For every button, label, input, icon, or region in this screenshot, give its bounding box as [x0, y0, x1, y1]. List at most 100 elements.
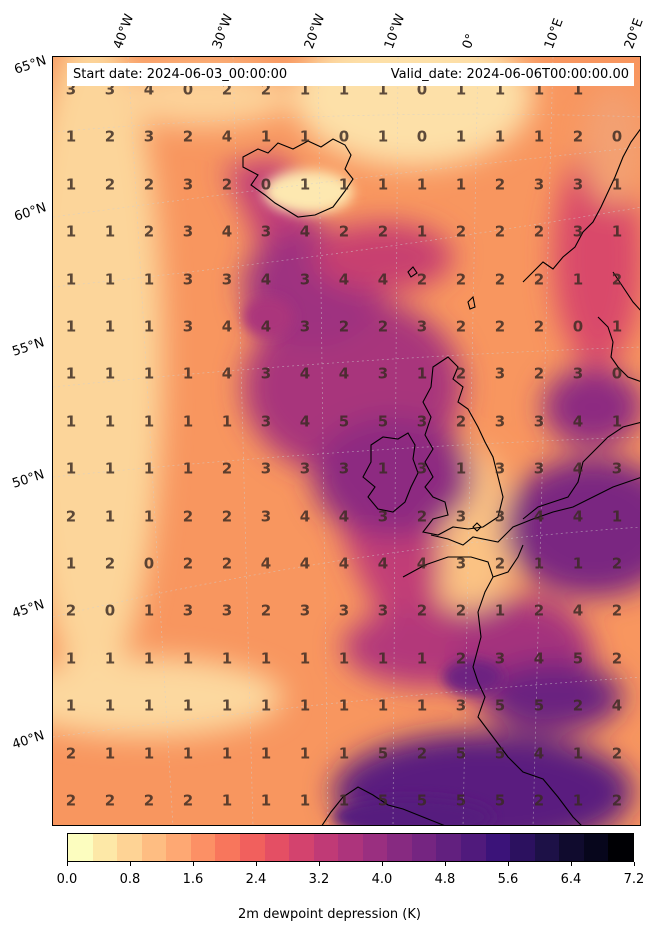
grid-value: 1	[143, 507, 155, 526]
scilly-coast	[472, 522, 482, 532]
grid-value: 0	[572, 317, 584, 336]
grid-value: 2	[455, 601, 467, 620]
grid-value: 1	[572, 80, 584, 99]
grid-value: 1	[104, 696, 116, 715]
grid-value: 1	[494, 601, 506, 620]
grid-value: 4	[260, 554, 272, 573]
grid-value: 3	[143, 127, 155, 146]
grid-value: 2	[221, 507, 233, 526]
colorbar-tickmark	[508, 862, 509, 866]
grid-value: 5	[377, 412, 389, 431]
grid-value: 2	[65, 507, 77, 526]
grid-value: 2	[494, 554, 506, 573]
colorbar	[67, 833, 634, 862]
colorbar-segment	[117, 834, 142, 861]
grid-value: 1	[143, 270, 155, 289]
lat-label-50n: 50°N	[10, 467, 47, 492]
grid-value: 1	[182, 459, 194, 478]
grid-value: 4	[143, 80, 155, 99]
grid-value: 3	[260, 222, 272, 241]
grid-value: 3	[455, 696, 467, 715]
grid-value: 4	[572, 601, 584, 620]
grid-value: 4	[338, 270, 350, 289]
africa-coast	[321, 786, 445, 825]
grid-value: 2	[416, 601, 428, 620]
grid-value: 1	[260, 791, 272, 810]
grid-value: 3	[572, 175, 584, 194]
grid-value: 5	[533, 696, 545, 715]
grid-value: 1	[104, 412, 116, 431]
grid-value: 3	[221, 270, 233, 289]
grid-value: 2	[260, 601, 272, 620]
colorbar-tickmark	[193, 862, 194, 866]
colorbar-segment	[559, 834, 584, 861]
colorbar-tick-label: 1.6	[182, 872, 204, 887]
colorbar-segment	[485, 834, 511, 861]
grid-value: 1	[104, 364, 116, 383]
lat-label-40n: 40°N	[10, 728, 47, 753]
grid-value: 2	[65, 791, 77, 810]
grid-value: 1	[260, 696, 272, 715]
lon-label-20w: 20°W	[301, 12, 329, 51]
grid-value: 0	[611, 127, 623, 146]
grid-value: 1	[455, 175, 467, 194]
grid-value: 1	[221, 791, 233, 810]
grid-value: 1	[221, 649, 233, 668]
grid-value: 2	[377, 317, 389, 336]
colorbar-tick-label: 0.8	[119, 872, 141, 887]
grid-value: 1	[143, 649, 155, 668]
grid-value: 2	[338, 317, 350, 336]
start-date-label: Start date: 2024-06-03_00:00:00	[73, 67, 288, 82]
grid-value: 3	[299, 601, 311, 620]
grid-value: 2	[455, 649, 467, 668]
grid-value: 1	[104, 649, 116, 668]
grid-value: 1	[611, 175, 623, 194]
grid-value: 0	[260, 175, 272, 194]
netherlands-coast	[522, 421, 640, 520]
grid-value: 2	[338, 222, 350, 241]
colorbar-tickmark	[634, 862, 635, 866]
grid-value: 1	[104, 507, 116, 526]
colorbar-tickmark	[130, 862, 131, 866]
grid-value: 3	[416, 412, 428, 431]
grid-value: 2	[455, 222, 467, 241]
colorbar-segment	[166, 834, 191, 861]
grid-value: 1	[572, 554, 584, 573]
grid-value: 1	[416, 175, 428, 194]
ireland-coast	[362, 432, 419, 513]
sweden-coast	[612, 271, 640, 311]
grid-value: 4	[221, 364, 233, 383]
colorbar-segment	[608, 834, 633, 861]
grid-value: 2	[611, 649, 623, 668]
denmark-coast	[597, 316, 640, 382]
colorbar-segment	[461, 834, 486, 861]
colorbar-segment	[239, 834, 265, 861]
grid-value: 2	[455, 270, 467, 289]
grid-value: 1	[182, 649, 194, 668]
norway-coast	[522, 128, 640, 283]
grid-value: 3	[416, 459, 428, 478]
grid-value: 0	[416, 80, 428, 99]
map-area[interactable]: 3 3 4 0 2 2 1 1 1 0 1 1 1 1 1 2 3 2 4 1 1 0 1 0 1 1 1 2 0 1 2 2 3 2 0 1 1 1 1 1…	[52, 56, 641, 826]
grid-value: 4	[299, 412, 311, 431]
grid-value: 1	[104, 270, 116, 289]
grid-value: 2	[455, 364, 467, 383]
grid-value: 4	[260, 270, 272, 289]
grid-value: 2	[104, 791, 116, 810]
grid-value: 2	[221, 459, 233, 478]
grid-value: 1	[182, 364, 194, 383]
grid-value: 1	[260, 744, 272, 763]
grid-value: 1	[299, 80, 311, 99]
iceland-coast	[242, 138, 354, 218]
iberia-coast	[402, 556, 582, 825]
grid-value: 3	[533, 459, 545, 478]
colorbar-tick-label: 2.4	[245, 872, 267, 887]
grid-value: 3	[494, 649, 506, 668]
grid-value: 1	[377, 80, 389, 99]
grid-value: 2	[533, 270, 545, 289]
grid-value: 1	[572, 270, 584, 289]
colorbar-tick-label: 5.6	[497, 872, 519, 887]
colorbar-segment	[313, 834, 339, 861]
grid-value: 1	[377, 696, 389, 715]
colorbar-segment	[264, 834, 290, 861]
